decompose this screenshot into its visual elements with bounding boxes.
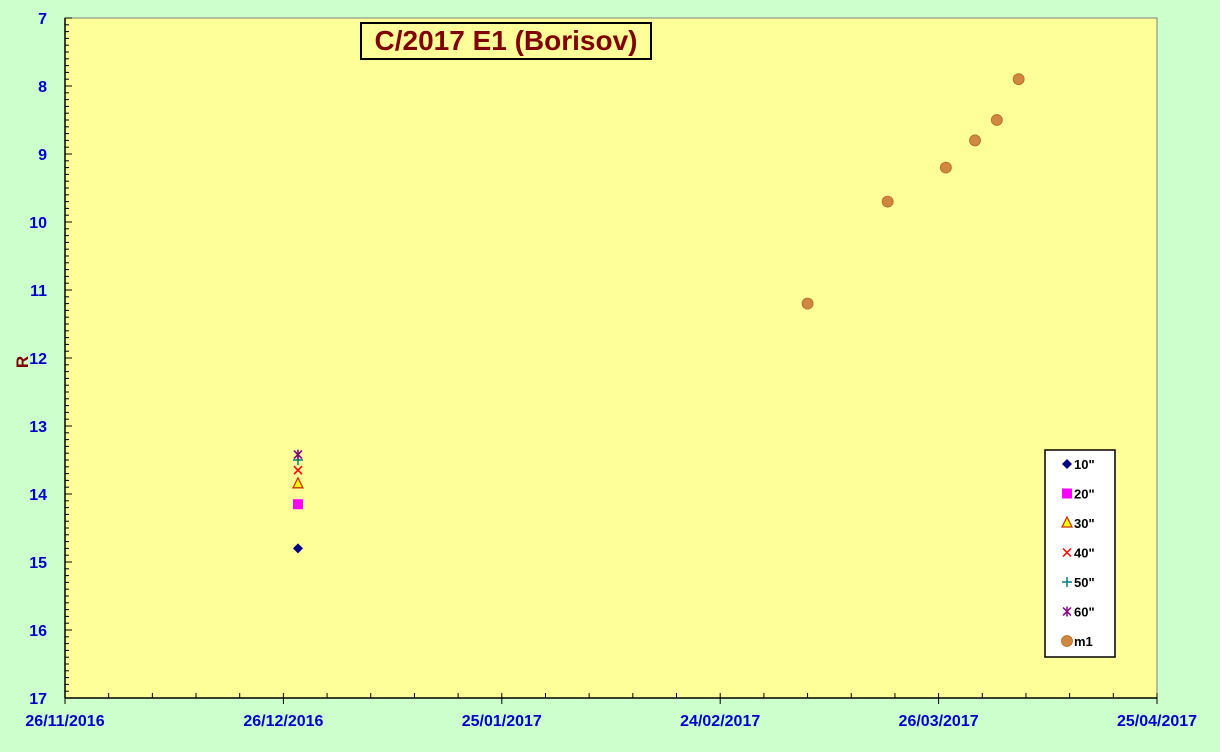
y-tick-label: 14 (29, 487, 47, 504)
legend-marker (1062, 606, 1072, 617)
legend-label: 40" (1074, 546, 1095, 561)
legend-marker (1062, 488, 1072, 499)
legend-label: 60" (1074, 605, 1095, 620)
y-tick-label: 7 (38, 11, 47, 28)
legend-label: 20" (1074, 487, 1095, 502)
plot-area (64, 17, 1158, 699)
legend-marker (1060, 515, 1074, 528)
y-tick-label: 8 (38, 79, 47, 96)
data-point (293, 449, 303, 460)
axes: 7 8 9 10 11 12 13 14 15 16 17 26/11/2016 26/12/2016 2… (25, 11, 1197, 730)
y-tick-label: 15 (29, 555, 47, 572)
data-point (990, 114, 1003, 126)
data-point (293, 465, 303, 475)
data-point (1012, 73, 1025, 86)
x-tick-label: 25/01/2017 (462, 713, 542, 730)
data-marks (291, 73, 1025, 554)
legend-box (1044, 449, 1116, 658)
y-tick-label: 10 (29, 215, 47, 232)
legend-label: 50" (1074, 575, 1095, 590)
chart-title: C/2017 E1 (Borisov) (360, 22, 652, 60)
data-point (292, 543, 303, 554)
legend-marker (1062, 459, 1072, 469)
y-tick-label: 13 (29, 419, 47, 436)
x-tick-label: 26/11/2016 (25, 713, 104, 730)
legend: 10" 20" 30" 40" 50" 60" m1 (1044, 449, 1116, 658)
y-tick-label: 9 (38, 147, 47, 164)
data-point (291, 476, 305, 489)
x-tick-label: 26/03/2017 (899, 713, 979, 730)
legend-marker (1062, 577, 1072, 587)
y-tick-label: 11 (30, 283, 47, 300)
data-point (292, 499, 303, 510)
legend-marker (1062, 547, 1072, 558)
x-tick-label: 25/04/2017 (1117, 713, 1197, 730)
data-point (969, 134, 981, 147)
data-point (939, 161, 952, 174)
data-point (801, 297, 814, 310)
legend-label: 30" (1074, 516, 1095, 531)
y-tick-label: 16 (29, 623, 47, 640)
y-axis-label: R (13, 356, 32, 368)
y-tick-label: 17 (29, 691, 47, 708)
legend-label: m1 (1074, 634, 1093, 649)
x-tick-label: 24/02/2017 (680, 713, 760, 730)
legend-label: 10" (1074, 457, 1095, 472)
x-tick-label: 26/12/2016 (243, 713, 323, 730)
data-point (881, 195, 894, 208)
y-tick-label: 12 (29, 351, 47, 368)
legend-marker (1061, 635, 1073, 647)
